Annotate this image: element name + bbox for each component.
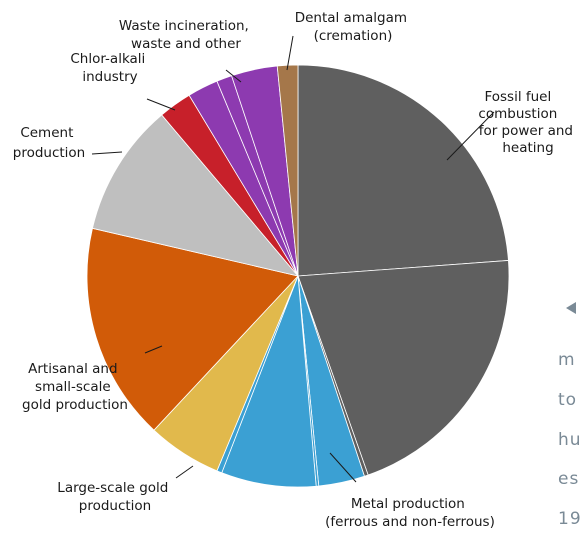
label-line: for power and [479, 123, 573, 139]
label-large-scale-gold: Large-scale gold production [57, 480, 172, 514]
side-text: m to hu es 19 [558, 350, 580, 529]
side-text-line: hu [558, 430, 580, 450]
pie-slice-9 [91, 114, 300, 277]
label-line: Waste incineration, [119, 18, 249, 34]
pie-slice-0 [297, 64, 509, 277]
label-artisanal-gold: Artisanal and small-scale gold productio… [22, 361, 128, 413]
side-text-line: to [558, 390, 577, 410]
label-line: (cremation) [314, 28, 393, 44]
leader-fossil [446, 111, 495, 161]
leader-large-gold [175, 465, 194, 479]
side-text-line: m [558, 350, 576, 370]
label-dental: Dental amalgam (cremation) [295, 10, 412, 44]
label-chlor-alkali: Chlor-alkali industry [70, 51, 149, 85]
label-line: industry [82, 69, 137, 85]
leader-lines [91, 35, 495, 483]
label-line: small-scale [35, 379, 111, 395]
label-line: Chlor-alkali [70, 51, 145, 67]
label-line: combustion [478, 106, 557, 122]
leader-metal [329, 452, 357, 483]
left-arrow-icon[interactable] [566, 302, 576, 314]
leader-chlor [146, 98, 176, 111]
label-line: Dental amalgam [295, 10, 407, 26]
label-line: (ferrous and non-ferrous) [325, 514, 495, 530]
label-line: Artisanal and [28, 361, 117, 377]
label-line: Cement [20, 125, 73, 141]
label-line: production [79, 498, 152, 514]
pie-slice-1 [297, 259, 510, 476]
leader-artisanal [144, 345, 163, 354]
label-line: Fossil fuel [484, 89, 551, 105]
label-line: heating [502, 140, 553, 156]
pie-slice-8 [86, 227, 299, 431]
leader-dental [286, 35, 294, 71]
label-fossil-fuel: Fossil fuel combustion for power and hea… [478, 89, 577, 156]
leader-waste [225, 69, 242, 83]
label-line: Large-scale gold [57, 480, 168, 496]
label-line: waste and other [131, 36, 241, 52]
side-text-line: 19 [558, 509, 580, 529]
label-metal-production: Metal production (ferrous and non-ferrou… [325, 496, 495, 530]
side-text-line: es [558, 469, 579, 489]
label-waste: Waste incineration, waste and other [119, 18, 253, 52]
label-line: Metal production [351, 496, 465, 512]
pie-slices [86, 64, 510, 488]
label-cement: Cement production [13, 125, 86, 161]
label-line: gold production [22, 397, 128, 413]
label-line: production [13, 145, 86, 161]
leader-cement [91, 151, 123, 155]
